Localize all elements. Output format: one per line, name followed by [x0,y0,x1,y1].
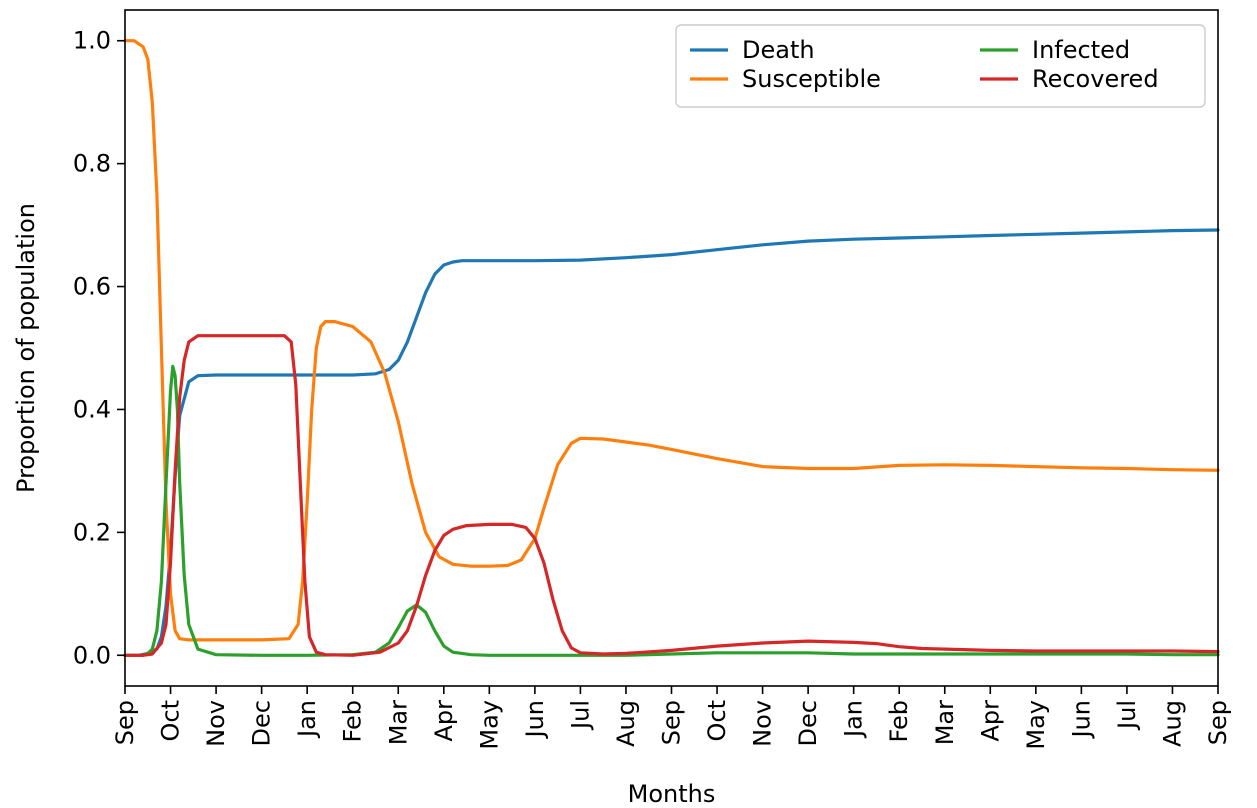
legend-label-recovered: Recovered [1032,65,1159,93]
series-line-infected [123,364,1220,657]
x-tick-label: Mar [931,700,959,745]
x-tick-label: Sep [658,700,686,745]
series-line-recovered [123,334,1220,657]
x-tick-label: May [1022,700,1050,750]
x-tick-label: Jan [293,700,321,739]
x-axis: Sep Oct Nov Dec Jan Feb Mar Apr May Jun Jul Aug Sep O… [111,686,1232,750]
y-tick-label: 0.0 [73,641,111,669]
legend-label-infected: Infected [1032,36,1130,64]
x-tick-label: Jun [521,700,549,740]
x-tick-label: Oct [157,700,185,742]
series-line-susceptible [123,39,1220,642]
x-tick-label: Sep [1204,700,1232,745]
legend-label-susceptible: Susceptible [742,65,881,93]
y-axis-label: Proportion of population [12,203,40,493]
x-tick-label: Mar [384,700,412,745]
x-tick-label: Jul [1113,700,1141,731]
y-tick-label: 0.2 [73,518,111,546]
y-tick-label: 0.4 [73,395,111,423]
x-axis-label: Months [628,780,716,808]
x-tick-label: Feb [339,700,367,743]
series-line-death [123,228,1220,657]
x-tick-label: Nov [749,700,777,747]
y-tick-label: 0.6 [73,273,111,301]
x-tick-label: Feb [885,700,913,743]
x-tick-label: Oct [703,700,731,742]
x-tick-label: Jun [1067,700,1095,740]
x-tick-label: May [475,700,503,750]
plot-frame [124,9,1219,687]
x-tick-label: Dec [794,700,822,746]
y-axis: 0.0 0.2 0.4 0.6 0.8 1.0 [73,27,125,669]
x-tick-label: Apr [976,700,1004,742]
y-tick-label: 1.0 [73,27,111,55]
x-tick-label: Aug [1158,700,1186,747]
x-tick-label: Apr [430,700,458,742]
legend-box [675,24,1206,108]
x-tick-label: Dec [248,700,276,746]
x-tick-label: Jul [566,700,594,731]
x-tick-label: Nov [202,700,230,747]
series-layer [123,39,1220,657]
y-tick-label: 0.8 [73,150,111,178]
x-tick-label: Jan [840,700,868,739]
x-tick-label: Aug [612,700,640,747]
x-tick-label: Sep [111,700,139,745]
legend-label-death: Death [742,36,815,64]
